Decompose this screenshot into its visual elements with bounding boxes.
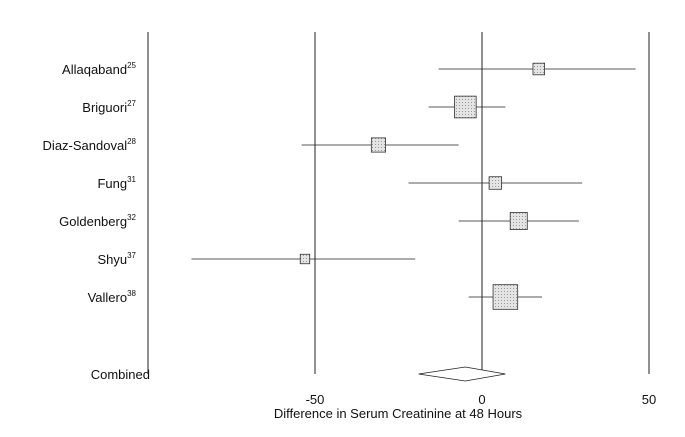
study-label: Fung31 [97,175,136,191]
study-name: Fung [97,176,127,191]
x-tick-label: 50 [642,392,656,407]
estimate-box [454,95,477,119]
study-label: Allaqaband25 [62,61,137,77]
study-label: Diaz-Sandoval28 [43,137,137,153]
study-name: Briguori [82,100,127,115]
x-axis-title: Difference in Serum Creatinine at 48 Hou… [274,406,523,421]
estimate-box [532,62,545,76]
study-label: Briguori27 [82,99,136,115]
study-reference: 38 [127,289,136,298]
confidence-intervals [191,68,636,298]
reference-lines [147,32,650,374]
study-reference: 37 [127,251,136,260]
study-reference: 25 [127,61,136,70]
study-reference: 31 [127,175,136,184]
estimate-box [299,253,311,265]
study-label: Goldenberg32 [59,213,136,229]
combined-diamond [418,366,506,382]
x-tick-label: -50 [306,392,325,407]
estimate-box [492,284,519,310]
study-name: Goldenberg [59,214,127,229]
study-name: Diaz-Sandoval [43,138,128,153]
study-label: Vallero38 [88,289,137,305]
combined-label: Combined [91,367,150,382]
study-name: Vallero [88,290,128,305]
estimate-box [509,212,528,230]
study-reference: 27 [127,99,136,108]
estimate-box [488,176,503,190]
study-label: Shyu37 [97,251,136,267]
study-labels: Allaqaband25 Briguori27 Diaz-Sandoval28 Fun… [43,61,150,382]
point-estimates [299,62,545,382]
x-axis: -50 0 50 [306,392,657,407]
study-name: Allaqaband [62,62,127,77]
study-reference: 28 [127,137,136,146]
x-tick-label: 0 [478,392,485,407]
study-name: Shyu [97,252,127,267]
study-reference: 32 [127,213,136,222]
estimate-box [370,137,386,153]
